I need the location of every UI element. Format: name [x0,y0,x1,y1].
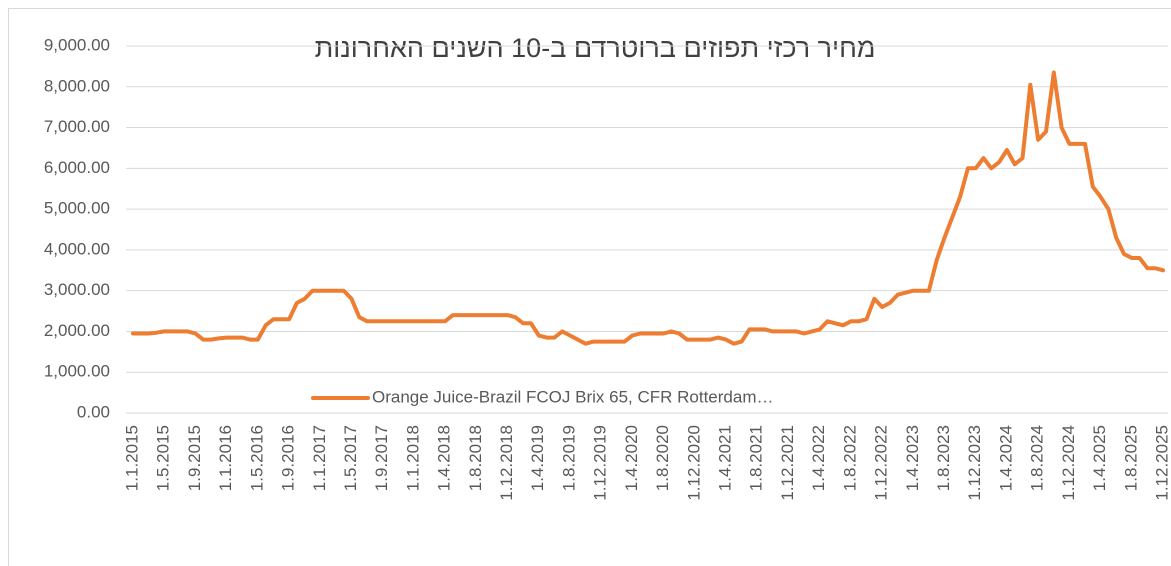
legend-label: Orange Juice-Brazil FCOJ Brix 65, CFR Ro… [372,387,774,406]
x-tick-label: 1.9.2017 [372,425,391,491]
x-tick-label: 1.8.2021 [747,425,766,491]
x-tick-label: 1.5.2016 [247,425,266,491]
x-tick-label: 1.5.2017 [341,425,360,491]
x-tick-label: 1.12.2023 [965,425,984,501]
chart-border [8,8,1171,566]
x-tick-label: 1.1.2018 [403,425,422,491]
x-tick-label: 1.8.2024 [1028,425,1047,491]
x-tick-label: 1.4.2020 [622,425,641,491]
x-tick-label: 1.5.2015 [154,425,173,491]
x-tick-label: 1.8.2025 [1121,425,1140,491]
x-tick-label: 1.8.2019 [559,425,578,491]
x-tick-label: 1.4.2018 [435,425,454,491]
x-tick-label: 1.8.2023 [934,425,953,491]
x-tick-label: 1.12.2018 [497,425,516,501]
x-tick-label: 1.4.2021 [716,425,735,491]
y-tick-label: 7,000.00 [44,117,110,136]
series-line [131,70,1165,346]
y-tick-label: 9,000.00 [44,35,110,54]
y-tick-label: 8,000.00 [44,76,110,95]
x-tick-label: 1.8.2018 [466,425,485,491]
x-tick-label: 1.4.2023 [903,425,922,491]
x-tick-label: 1.9.2015 [185,425,204,491]
x-tick-label: 1.4.2024 [996,425,1015,491]
y-tick-label: 4,000.00 [44,239,110,258]
y-tick-label: 1,000.00 [44,362,110,381]
x-tick-label: 1.4.2019 [528,425,547,491]
chart-title: מחיר רכזי תפוזים ברוטרדם ב-10 השנים האחר… [315,33,876,63]
x-tick-label: 1.12.2024 [1059,425,1078,501]
x-tick-label: 1.12.2019 [591,425,610,501]
x-tick-label: 1.12.2025 [1152,425,1171,501]
x-tick-label: 1.12.2022 [872,425,891,501]
x-tick-label: 1.8.2020 [653,425,672,491]
x-tick-label: 1.9.2016 [279,425,298,491]
y-tick-label: 2,000.00 [44,321,110,340]
x-tick-label: 1.4.2022 [809,425,828,491]
y-tick-label: 6,000.00 [44,158,110,177]
y-tick-label: 3,000.00 [44,280,110,299]
x-tick-label: 1.1.2017 [310,425,329,491]
x-tick-label: 1.4.2025 [1090,425,1109,491]
x-tick-label: 1.8.2022 [840,425,859,491]
x-tick-label: 1.1.2015 [122,425,141,491]
y-tick-label: 0.00 [77,402,110,421]
x-tick-label: 1.12.2021 [778,425,797,501]
y-tick-label: 5,000.00 [44,199,110,218]
x-tick-label: 1.1.2016 [216,425,235,491]
x-tick-label: 1.12.2020 [684,425,703,501]
